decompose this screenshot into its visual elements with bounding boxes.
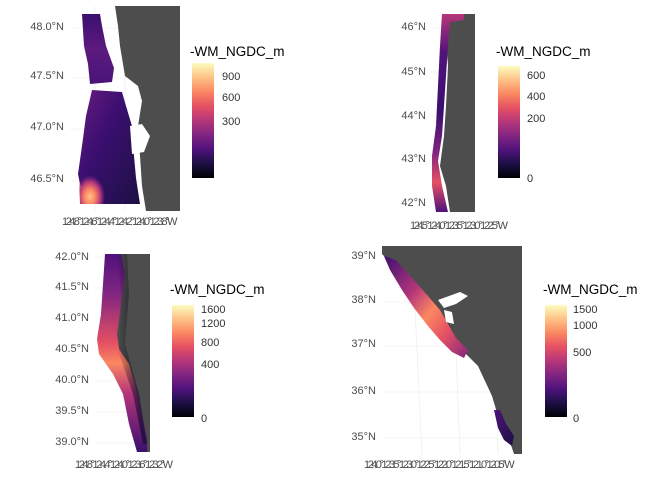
- y-tick-label: 37°N: [351, 338, 376, 350]
- y-tick-label: 38°N: [351, 294, 376, 306]
- y-tick-label: 46.5°N: [30, 173, 64, 185]
- x-tick-labels: 124.8°124.4°124.0°123.6°123.2°W: [75, 459, 173, 471]
- x-tick-labels: 124.5°124.0°123.5°123.0°122.5°W: [410, 220, 508, 232]
- y-tick-label: 48.0°N: [30, 21, 64, 33]
- legend-tick: 900: [222, 71, 241, 83]
- map-area-oregon: [430, 6, 475, 212]
- color-bar: [192, 63, 214, 178]
- y-tick-label: 39.5°N: [55, 405, 89, 417]
- legend-tick: 600: [222, 92, 241, 104]
- y-tick-label: 42.0°N: [55, 251, 89, 263]
- legend-tick: 800: [201, 337, 220, 349]
- legend-tick: 1000: [573, 320, 598, 332]
- y-tick-label: 40.5°N: [55, 343, 89, 355]
- legend-tick: 1600: [201, 304, 226, 316]
- y-tick-label: 45°N: [401, 66, 426, 78]
- legend-tick: 0: [527, 173, 534, 185]
- x-tick-labels: 124.0°123.5°123.0°122.5°122.0°121.5°121.…: [364, 459, 515, 471]
- y-tick-label: 47.0°N: [30, 121, 64, 133]
- land-mass: [382, 246, 522, 454]
- legend-tick: 500: [573, 347, 592, 359]
- sea-cells-bay: [384, 256, 468, 358]
- sea-cells: [97, 254, 147, 452]
- land-mass: [440, 14, 475, 212]
- legend-tick: 1500: [573, 304, 598, 316]
- legend-tick: 0: [201, 413, 208, 425]
- y-tick-label: 39°N: [351, 250, 376, 262]
- y-tick-label: 35°N: [351, 431, 376, 443]
- legend-title: -WM_NGDC_m: [496, 44, 591, 59]
- y-tick-label: 40.0°N: [55, 374, 89, 386]
- y-tick-label: 41.5°N: [55, 281, 89, 293]
- color-bar: [545, 305, 567, 417]
- y-tick-label: 46°N: [401, 21, 426, 33]
- map-area-washington: [70, 6, 180, 211]
- sea-cells-north: [82, 14, 114, 84]
- legend-tick: 0: [573, 413, 580, 425]
- sea-cells-hotspot: [78, 156, 112, 204]
- legend-tick: 300: [222, 116, 241, 128]
- map-area-north-california: [95, 254, 150, 452]
- land-mass: [115, 6, 180, 211]
- legend-tick: 400: [527, 91, 546, 103]
- y-tick-label: 36°N: [351, 385, 376, 397]
- y-tick-label: 44°N: [401, 110, 426, 122]
- legend-title: -WM_NGDC_m: [170, 282, 265, 297]
- y-tick-label: 41.0°N: [55, 312, 89, 324]
- legend-tick: 600: [527, 70, 546, 82]
- legend-tick: 400: [201, 359, 220, 371]
- legend-tick: 200: [527, 113, 546, 125]
- legend-title: -WM_NGDC_m: [543, 282, 638, 297]
- legend-title: -WM_NGDC_m: [190, 44, 285, 59]
- y-tick-label: 47.5°N: [30, 70, 64, 82]
- color-bar: [172, 305, 194, 417]
- y-tick-label: 43°N: [401, 153, 426, 165]
- y-tick-label: 39.0°N: [55, 436, 89, 448]
- map-area-central-california: [382, 246, 522, 454]
- sea-cells-south: [494, 410, 514, 446]
- sea-cells: [432, 14, 464, 212]
- legend-tick: 1200: [201, 318, 226, 330]
- x-tick-labels: 124.8°124.6°124.4°124.2°124.0°123.8°W: [62, 216, 178, 228]
- y-tick-label: 42°N: [401, 197, 426, 209]
- color-bar: [498, 66, 520, 178]
